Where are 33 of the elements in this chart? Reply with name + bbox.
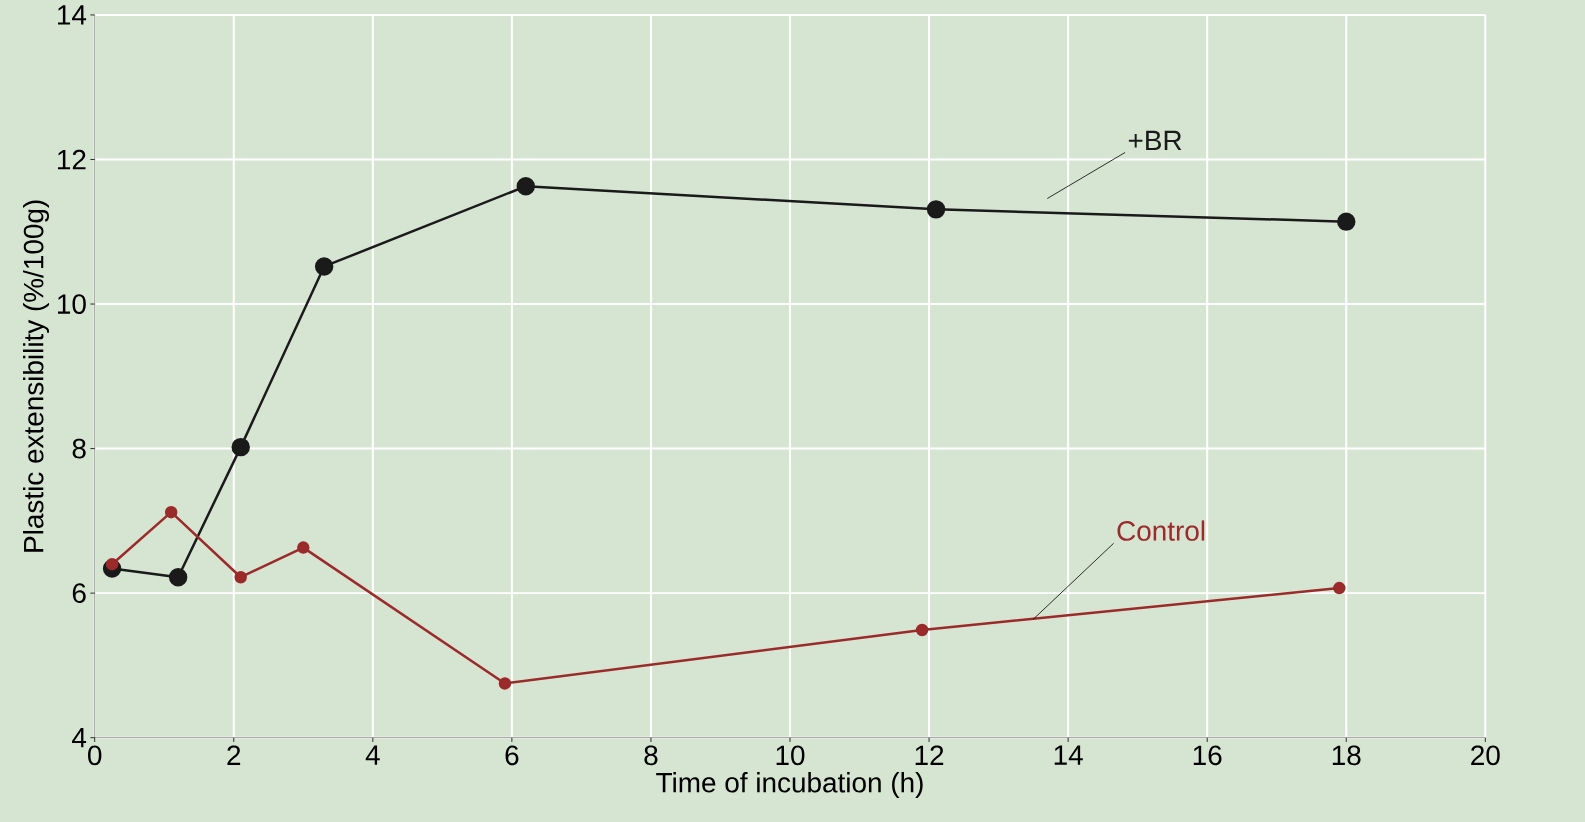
x-tick-label: 8 xyxy=(644,745,658,765)
point xyxy=(234,570,247,584)
point xyxy=(1333,581,1346,595)
x-axis-title: Time of incubation (h) xyxy=(656,771,923,798)
text: +BR xyxy=(1128,130,1182,150)
point xyxy=(1337,212,1356,231)
y-tick-label: 14 xyxy=(58,5,87,25)
x-tick-label: 4 xyxy=(365,745,380,765)
x-tick-label: 12 xyxy=(915,745,944,765)
point xyxy=(297,541,310,554)
point xyxy=(926,199,946,219)
x-tick-label: 6 xyxy=(505,745,519,765)
x-tick-label: 2 xyxy=(227,745,241,765)
point xyxy=(516,176,536,196)
x-tick-label: 18 xyxy=(1332,745,1361,765)
y-tick-label: 8 xyxy=(72,438,86,459)
y-tick-label: 4 xyxy=(72,727,87,748)
x-tick-label: 16 xyxy=(1193,745,1222,765)
text: Control xyxy=(1117,520,1205,541)
point xyxy=(314,257,334,276)
y-tick-label: 12 xyxy=(58,149,86,170)
point xyxy=(168,567,188,587)
y-tick-label: 10 xyxy=(58,293,86,314)
point xyxy=(164,505,178,519)
x-tick-label: 10 xyxy=(776,745,805,765)
point xyxy=(498,677,512,690)
x-tick-label: 20 xyxy=(1471,745,1500,765)
point xyxy=(231,437,250,457)
y-tick-label: 6 xyxy=(72,583,86,603)
x-tick-label: 14 xyxy=(1054,745,1083,765)
x-tick-label: 0 xyxy=(88,745,102,765)
y-axis-title: Plastic extensibility (%/100g) xyxy=(23,200,50,552)
point xyxy=(915,623,929,637)
